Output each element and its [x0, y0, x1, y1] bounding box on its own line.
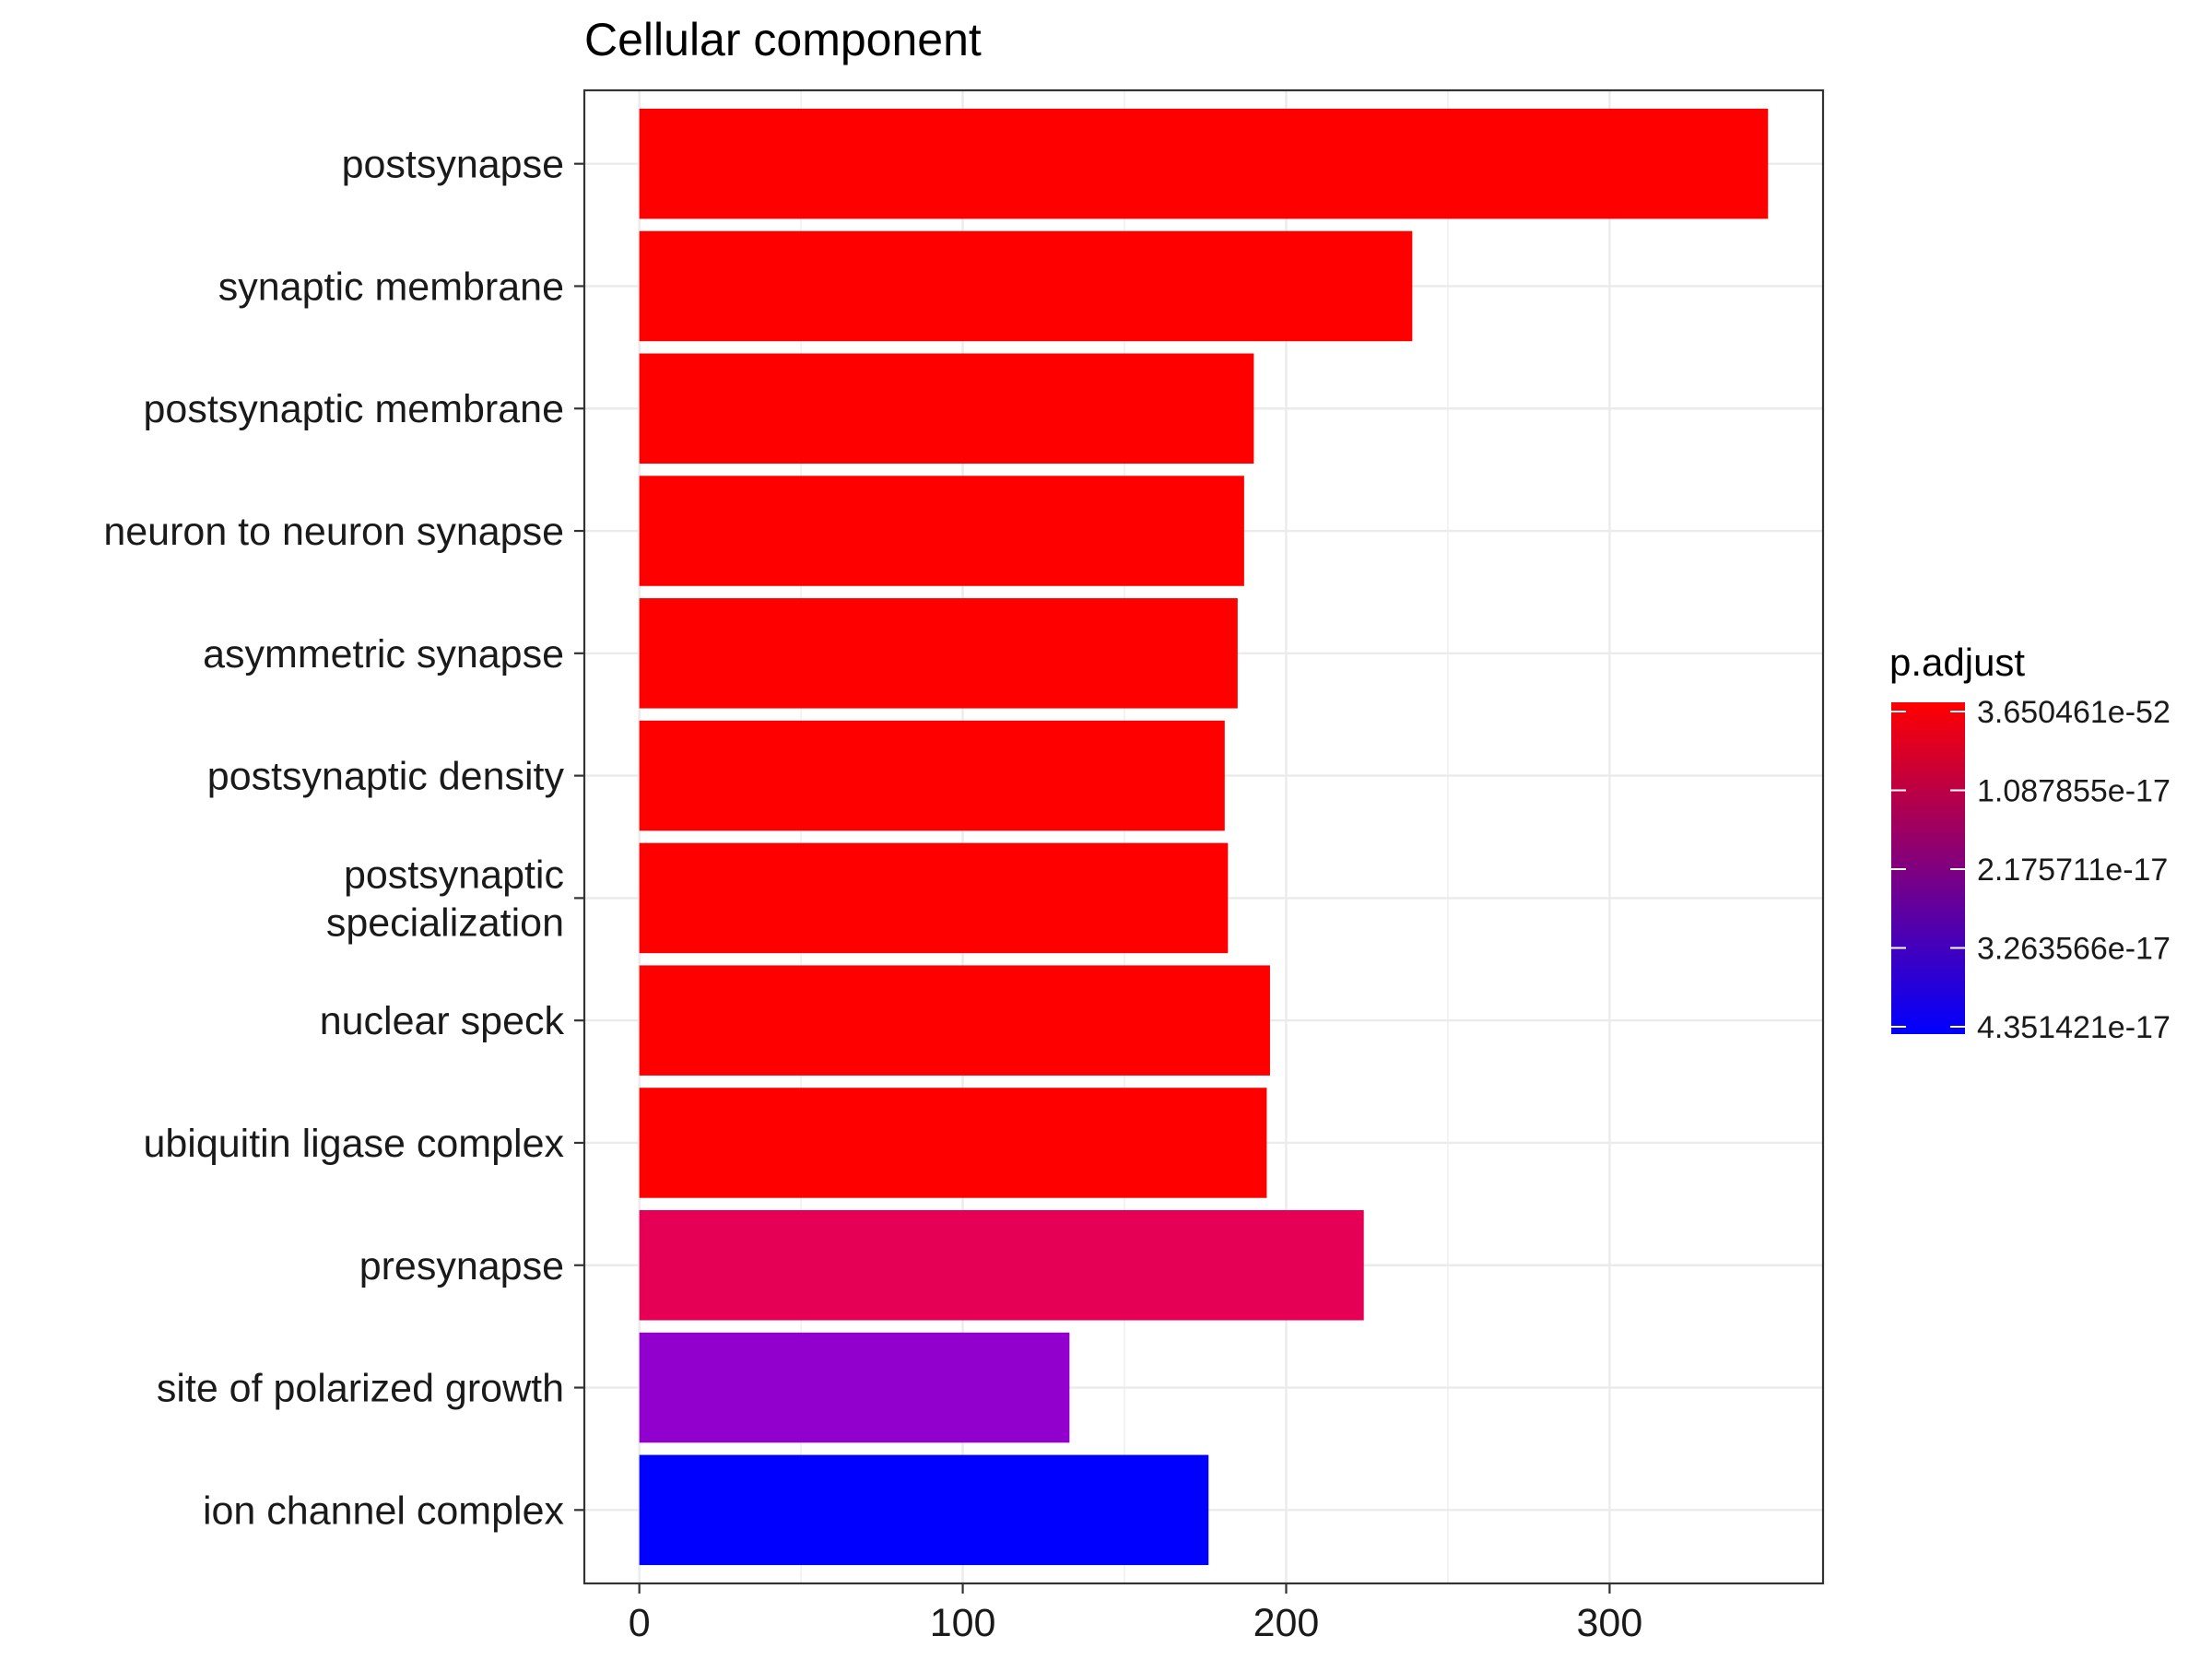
bar	[639, 720, 1225, 831]
x-tick-label: 300	[1577, 1601, 1643, 1645]
bar	[639, 108, 1769, 219]
y-tick-label: postsynaptic	[344, 853, 564, 897]
bar	[639, 476, 1244, 586]
x-tick-label: 0	[629, 1601, 651, 1645]
bar	[639, 1088, 1267, 1198]
x-axis: 0 100 200 300	[629, 1583, 1643, 1645]
bar	[639, 965, 1270, 1076]
y-axis: postsynapse synaptic membrane postsynaptic…	[103, 143, 584, 1533]
bar	[639, 230, 1413, 342]
bar	[639, 1332, 1070, 1443]
bars	[639, 108, 1769, 1566]
bar	[639, 598, 1238, 709]
y-tick-label: specialization	[326, 900, 564, 945]
y-tick-label: postsynaptic density	[207, 755, 565, 799]
colorbar-tick-label: 1.087855e-17	[1977, 774, 2171, 809]
y-tick-label: asymmetric synapse	[203, 632, 564, 677]
y-tick-label: ubiquitin ligase complex	[143, 1122, 564, 1166]
y-tick-label: postsynapse	[342, 143, 564, 187]
y-tick-label: postsynaptic membrane	[144, 387, 565, 431]
plot-panel-border	[582, 88, 1825, 1585]
bar	[639, 353, 1254, 464]
chart-title: Cellular component	[584, 14, 982, 65]
bar	[639, 842, 1229, 954]
y-tick-label: synaptic membrane	[218, 265, 564, 309]
y-tick-label: presynapse	[359, 1244, 564, 1288]
y-tick-label: site of polarized growth	[157, 1367, 564, 1411]
y-tick-label: ion channel complex	[203, 1488, 565, 1533]
bar	[639, 1454, 1209, 1566]
y-tick-label: neuron to neuron synapse	[103, 510, 564, 554]
colorbar	[1891, 702, 1965, 1034]
legend-title: p.adjust	[1889, 641, 2025, 684]
y-tick-label: nuclear speck	[320, 999, 565, 1043]
colorbar-legend: p.adjust 3.650461e-52 1.087855e-17 2.17571…	[1889, 641, 2171, 1045]
colorbar-tick-label: 4.351421e-17	[1977, 1010, 2171, 1045]
colorbar-tick-label: 2.175711e-17	[1977, 853, 2168, 888]
colorbar-tick-label: 3.263566e-17	[1977, 932, 2171, 967]
colorbar-tick-label: 3.650461e-52	[1977, 695, 2171, 730]
x-tick-label: 200	[1253, 1601, 1320, 1645]
bar	[639, 1210, 1364, 1321]
x-tick-label: 100	[930, 1601, 996, 1645]
